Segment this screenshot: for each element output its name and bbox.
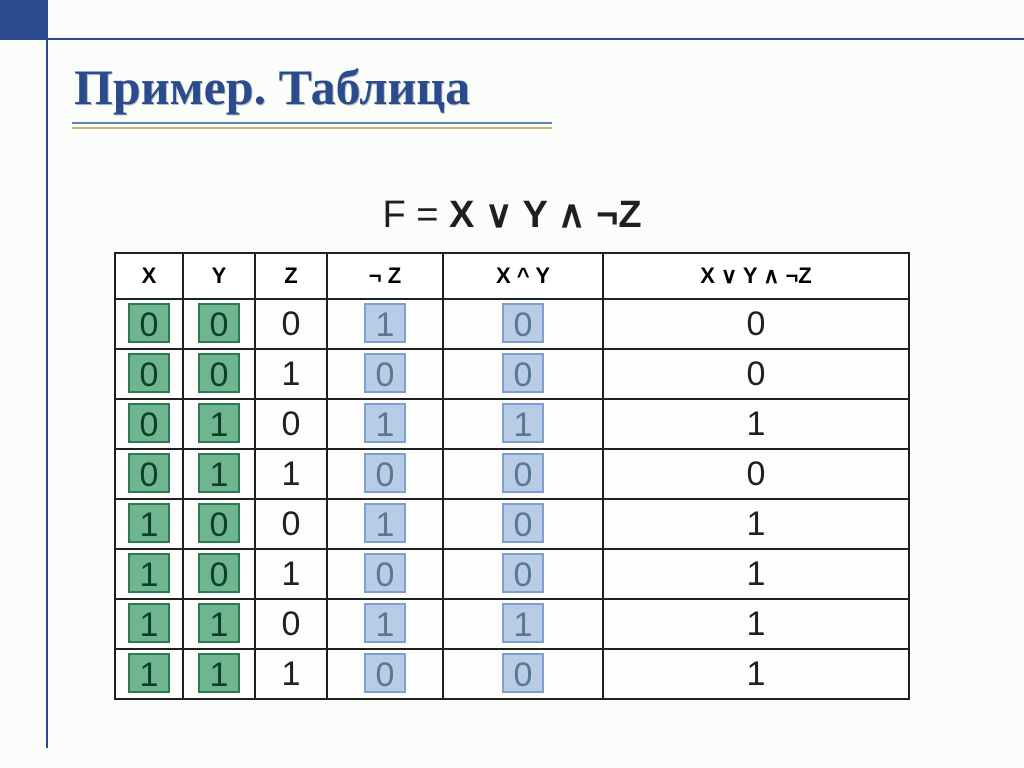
cell-x: 0 <box>128 303 171 343</box>
cell-xy: 0 <box>502 653 545 693</box>
cell-f: 0 <box>747 455 766 493</box>
col-header-f: X ∨ Y ∧ ¬Z <box>603 253 909 299</box>
cell-x: 0 <box>128 403 171 443</box>
cell-xy: 1 <box>502 403 545 443</box>
cell-z: 1 <box>282 555 301 593</box>
cell-z: 1 <box>282 355 301 393</box>
cell-notz: 1 <box>364 303 407 343</box>
cell-y: 1 <box>198 653 241 693</box>
cell-f: 1 <box>747 605 766 643</box>
col-header-z: Z <box>255 253 327 299</box>
cell-notz: 1 <box>364 603 407 643</box>
cell-x: 1 <box>128 503 171 543</box>
table-row: 0 0 0 1 0 0 <box>115 299 909 349</box>
cell-x: 0 <box>128 453 171 493</box>
table-row: 0 1 0 1 1 1 <box>115 399 909 449</box>
cell-y: 1 <box>198 403 241 443</box>
title-underline-blue <box>72 122 552 124</box>
table-row: 0 0 1 0 0 0 <box>115 349 909 399</box>
cell-y: 1 <box>198 453 241 493</box>
col-header-xy: X ^ Y <box>443 253 603 299</box>
slide: Пример. Таблица F = X ∨ Y ∧ ¬Z X Y Z ¬ Z… <box>0 0 1024 768</box>
cell-z: 1 <box>282 655 301 693</box>
cell-x: 1 <box>128 603 171 643</box>
cell-y: 0 <box>198 303 241 343</box>
cell-notz: 0 <box>364 553 407 593</box>
cell-notz: 0 <box>364 353 407 393</box>
cell-x: 1 <box>128 653 171 693</box>
cell-z: 1 <box>282 455 301 493</box>
cell-xy: 0 <box>502 503 545 543</box>
cell-x: 0 <box>128 353 171 393</box>
top-rule <box>48 38 1024 40</box>
col-header-notz: ¬ Z <box>327 253 443 299</box>
cell-xy: 0 <box>502 303 545 343</box>
table-row: 1 0 0 1 0 1 <box>115 499 909 549</box>
table-row: 0 1 1 0 0 0 <box>115 449 909 499</box>
cell-f: 0 <box>747 355 766 393</box>
table-row: 1 1 1 0 0 1 <box>115 649 909 699</box>
col-header-x: X <box>115 253 183 299</box>
formula: F = X ∨ Y ∧ ¬Z <box>0 192 1024 237</box>
cell-f: 1 <box>747 555 766 593</box>
cell-x: 1 <box>128 553 171 593</box>
cell-notz: 1 <box>364 403 407 443</box>
table-header-row: X Y Z ¬ Z X ^ Y X ∨ Y ∧ ¬Z <box>115 253 909 299</box>
cell-y: 1 <box>198 603 241 643</box>
cell-notz: 1 <box>364 503 407 543</box>
cell-z: 0 <box>282 605 301 643</box>
table-row: 1 1 0 1 1 1 <box>115 599 909 649</box>
cell-z: 0 <box>282 505 301 543</box>
formula-prefix: F = <box>382 194 449 236</box>
cell-xy: 0 <box>502 353 545 393</box>
table-row: 1 0 1 0 0 1 <box>115 549 909 599</box>
col-header-y: Y <box>183 253 255 299</box>
cell-y: 0 <box>198 353 241 393</box>
corner-accent <box>0 0 48 40</box>
cell-notz: 0 <box>364 653 407 693</box>
cell-f: 1 <box>747 405 766 443</box>
left-rule <box>46 40 48 748</box>
cell-f: 0 <box>747 305 766 343</box>
truth-table-wrap: X Y Z ¬ Z X ^ Y X ∨ Y ∧ ¬Z 0 0 0 1 0 0 <box>114 252 910 700</box>
title-underline-gold <box>72 127 552 129</box>
cell-xy: 0 <box>502 553 545 593</box>
cell-xy: 0 <box>502 453 545 493</box>
cell-y: 0 <box>198 503 241 543</box>
cell-z: 0 <box>282 405 301 443</box>
table-body: 0 0 0 1 0 0 0 0 1 0 0 0 0 1 <box>115 299 909 699</box>
truth-table: X Y Z ¬ Z X ^ Y X ∨ Y ∧ ¬Z 0 0 0 1 0 0 <box>114 252 910 700</box>
slide-title: Пример. Таблица <box>74 58 470 116</box>
cell-f: 1 <box>747 505 766 543</box>
cell-xy: 1 <box>502 603 545 643</box>
cell-f: 1 <box>747 655 766 693</box>
cell-y: 0 <box>198 553 241 593</box>
formula-body: X ∨ Y ∧ ¬Z <box>449 194 642 236</box>
cell-notz: 0 <box>364 453 407 493</box>
cell-z: 0 <box>282 305 301 343</box>
